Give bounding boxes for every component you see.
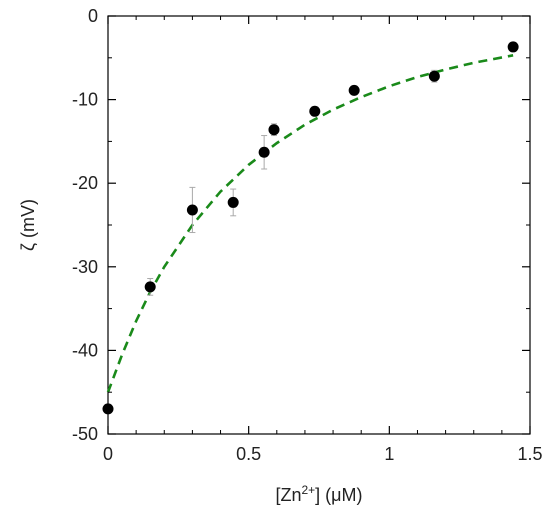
data-point xyxy=(186,204,198,216)
x-tick-label: 1.5 xyxy=(517,444,542,464)
plot-frame xyxy=(107,15,531,435)
y-tick-label: 0 xyxy=(88,6,98,26)
data-point xyxy=(348,84,360,96)
data-point xyxy=(144,281,156,293)
y-tick-label: -10 xyxy=(72,90,98,110)
data-point xyxy=(268,124,280,136)
x-tick-label: 0 xyxy=(103,444,113,464)
y-tick-label: -40 xyxy=(72,340,98,360)
y-tick-label: -20 xyxy=(72,173,98,193)
y-axis-label: ζ (mV) xyxy=(18,199,38,251)
x-axis-label: [Zn2+] (μM) xyxy=(275,483,362,505)
data-point xyxy=(102,403,114,415)
x-tick-label: 1 xyxy=(384,444,394,464)
fit-curve xyxy=(106,54,514,393)
data-point xyxy=(227,196,239,208)
x-tick-label: 0.5 xyxy=(236,444,261,464)
axis-labels: [Zn2+] (μM) ζ (mV) xyxy=(18,199,363,505)
plot-area xyxy=(102,15,531,435)
data-point xyxy=(507,41,519,53)
y-tick-label: -30 xyxy=(72,257,98,277)
data-point xyxy=(258,146,270,158)
data-point xyxy=(428,70,440,82)
axis-ticks: 0 0.5 1 1.5 -50 -40 -30 -20 -10 0 xyxy=(72,6,543,464)
y-tick-label: -50 xyxy=(72,424,98,444)
data-point xyxy=(309,105,321,117)
